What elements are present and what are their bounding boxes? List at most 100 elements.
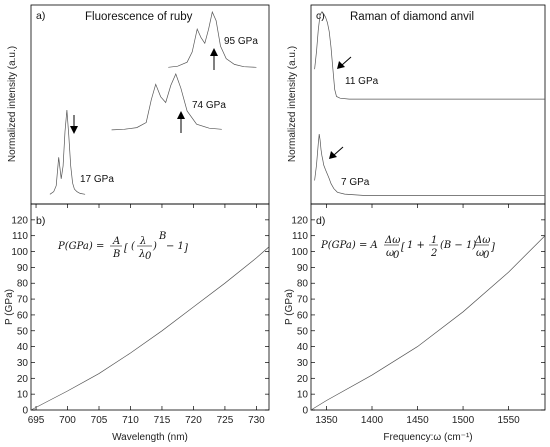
panel-b-ytick-label: 120 [11,215,28,226]
raman-spectrum-11gpa [314,11,545,100]
panel-d-ytick-label: 30 [297,358,309,369]
panel-d-ytick-label: 60 [297,310,309,321]
panel-b-label: b) [36,215,45,227]
svg-text:(B − 1): (B − 1) [440,240,476,251]
panel-b-ytick-label: 40 [17,342,29,353]
panel-b-ytick-label: 60 [17,310,29,321]
panel-b-xlabel: Wavelength (nm) [112,432,188,443]
svg-text:ω: ω [476,248,484,259]
panel-b-xtick-label: 705 [91,415,108,426]
panel-c-label: c) [316,10,325,22]
formula-d: P(GPa) = A Δω ω 0 [ 1 + 1 2 (B − 1) Δω ω… [320,235,495,261]
svg-text:]: ] [183,243,188,254]
panel-d-xlabel: Frequency:ω (cm⁻¹) [383,432,472,443]
panel-d-ytick-label: 80 [297,279,309,290]
panel-c-frame [310,4,546,205]
panel-b-xtick-label: 715 [154,415,171,426]
label-11gpa: 11 GPa [345,76,379,87]
panel-d-xtick-label: 1450 [406,415,429,426]
svg-text:1 +: 1 + [407,240,425,251]
panel-b-ytick-label: 110 [12,231,28,242]
panel-d-ytick-label: 90 [297,263,309,274]
panel-d-xtick-label: 1350 [315,415,338,426]
panel-b-xtick-label: 695 [28,415,45,426]
label-17gpa: 17 GPa [80,174,114,185]
svg-text:λ: λ [138,249,145,260]
panel-d-xtick-label: 1550 [497,415,520,426]
svg-text:1: 1 [431,235,437,246]
svg-text:B: B [112,249,120,260]
panel-d-frame [310,203,546,411]
panel-d-ytick-label: 10 [297,390,309,401]
panel-d-ytick-label: 100 [291,247,308,258]
arrow-95gpa [210,48,218,70]
panel-a-title: Fluorescence of ruby [85,11,193,23]
panel-b-ytick-label: 20 [17,374,29,385]
panel-a-label: a) [36,10,45,22]
svg-text:Δω: Δω [384,235,400,246]
panel-b-ylabel: P (GPa) [4,289,15,325]
panel-b-ytick-label: 50 [17,326,29,337]
curves [30,10,546,411]
svg-text:): ) [152,241,157,252]
panel-b-xtick-label: 725 [217,415,234,426]
panel-b-ytick-label: 70 [17,295,29,306]
panel-d-ylabel: P (GPa) [284,289,295,325]
arrow-11gpa [337,56,352,69]
arrow-74gpa [177,111,185,133]
formula-b: P(GPa) = A B [ ( λ λ 0 ) B − 1 ] [57,231,188,262]
svg-text:0: 0 [393,250,400,261]
panel-d-ytick-label: 20 [297,374,309,385]
panel-b-ticks: 695 700 705 710 715 720 725 730 0 10 20 30 40 50 60 70 8… [11,204,269,426]
panel-b-xtick-label: 710 [122,415,139,426]
panel-d-label: d) [316,215,325,227]
panel-d-ytick-label: 110 [292,231,308,242]
panel-d-xtick-label: 1400 [361,415,384,426]
panel-c-ylabel: Normalized intensity (a.u.) [287,46,298,162]
panel-d-ytick-label: 120 [291,215,308,226]
panel-d-ytick-label: 50 [297,326,309,337]
svg-text:(: ( [131,241,136,252]
panel-b-ytick-label: 80 [17,279,29,290]
svg-text:]: ] [490,242,495,253]
panel-b-xtick-label: 700 [59,415,76,426]
svg-text:0: 0 [483,250,490,261]
svg-text:A: A [112,236,120,247]
panel-d-ytick-label: 40 [297,342,309,353]
panel-b-ytick-label: 90 [17,263,29,274]
pressure-curve-d [310,235,546,411]
panel-a-ylabel: Normalized intensity (a.u.) [7,46,18,162]
svg-text:B: B [158,231,166,242]
svg-text:2: 2 [430,248,437,259]
ruby-spectrum-17gpa [49,109,86,195]
panel-b-xtick-label: 730 [248,415,265,426]
svg-text:[: [ [401,242,405,253]
arrow-7gpa [329,146,344,159]
panel-c-title: Raman of diamond anvil [350,11,474,23]
panel-b-ytick-label: 0 [22,406,28,417]
svg-text:ω: ω [386,248,394,259]
svg-text:0: 0 [145,251,152,262]
label-7gpa: 7 GPa [341,177,370,188]
panel-d-xtick-label: 1500 [452,415,475,426]
svg-text:λ: λ [139,236,146,247]
panel-b-xtick-label: 720 [185,415,202,426]
arrow-17gpa [70,115,78,134]
label-95gpa: 95 GPa [224,36,258,47]
panel-b-ytick-label: 10 [17,390,29,401]
panel-d-ticks: 1350 1400 1450 1500 155001020304050607080901… [291,204,545,426]
pressure-curve-b [30,246,270,411]
panel-d-ytick-label: 70 [297,295,309,306]
ruby-spectrum-95gpa [168,10,257,68]
panel-d-ytick-label: 0 [302,406,308,417]
panel-b-ytick-label: 100 [11,247,28,258]
svg-text:P(GPa) = A: P(GPa) = A [320,240,378,251]
svg-text:− 1: − 1 [166,241,184,252]
panel-b-frame [30,203,270,411]
svg-text:P(GPa) =: P(GPa) = [57,241,104,252]
ruby-spectrum-74gpa [111,73,222,131]
svg-text:Δω: Δω [474,235,490,246]
label-74gpa: 74 GPa [192,100,226,111]
panel-b-ytick-label: 30 [17,358,29,369]
